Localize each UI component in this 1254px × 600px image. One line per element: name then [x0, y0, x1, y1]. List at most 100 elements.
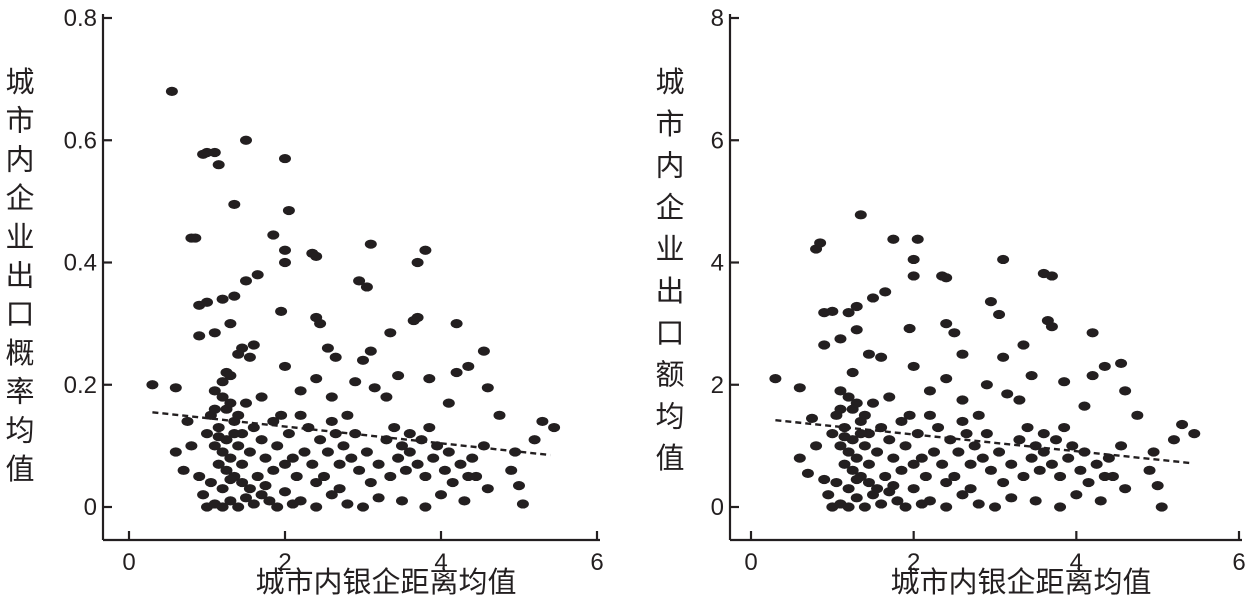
scatter-point [1017, 340, 1030, 350]
scatter-point [279, 487, 291, 497]
scatter-point [392, 370, 405, 381]
scatter-point [380, 392, 393, 402]
scatter-point [212, 422, 225, 433]
scatter-point [960, 429, 973, 439]
scatter-point [1155, 502, 1168, 512]
right-scatter-panel: 0 2 4 6 8 0 2 4 6 城市内银企距离均值 城市内企业出口额均值 [655, 5, 1245, 599]
scatter-point [862, 459, 875, 469]
scatter-point [396, 441, 408, 451]
scatter-point [1066, 441, 1079, 451]
scatter-point [915, 453, 928, 463]
scatter-point [895, 465, 908, 475]
scatter-point [321, 447, 334, 457]
scatter-point [263, 496, 276, 506]
scatter-point [193, 331, 206, 341]
scatter-point [1074, 465, 1087, 475]
scatter-point [403, 429, 416, 439]
scatter-point [201, 297, 213, 307]
scatter-point [940, 374, 953, 384]
x-tick-label: 6 [1232, 549, 1245, 576]
scatter-point [372, 459, 385, 469]
trend-line [152, 411, 551, 457]
scatter-point [419, 245, 432, 255]
scatter-point [903, 410, 916, 420]
scatter-point [895, 416, 908, 427]
scatter-point [286, 453, 299, 463]
y-tick-label: 0.2 [64, 372, 97, 399]
scatter-point [279, 361, 291, 372]
scatter-point [411, 257, 424, 268]
y-tick-label: 0.6 [64, 127, 97, 154]
x-tick-label: 0 [122, 549, 135, 576]
x-axis-title: 城市内银企距离均值 [255, 565, 516, 599]
scatter-point [891, 496, 904, 506]
scatter-point [1050, 435, 1062, 445]
y-tick-label: 6 [711, 127, 724, 154]
scatter-point [1013, 395, 1026, 405]
scatter-point [1058, 422, 1071, 433]
scatter-point [842, 502, 855, 512]
scatter-point [948, 328, 961, 338]
scatter-point [228, 199, 241, 210]
scatter-point [216, 502, 229, 512]
scatter-point [936, 459, 949, 469]
scatter-point [879, 471, 892, 482]
x-tick-label: 4 [434, 549, 447, 576]
scatter-point [228, 429, 241, 439]
scatter-point [282, 205, 295, 216]
scatter-point [193, 471, 206, 482]
scatter-point [325, 490, 338, 500]
scatter-point [357, 502, 369, 512]
scatter-point [224, 496, 237, 506]
scatter-point [364, 239, 377, 249]
scatter-point [216, 447, 229, 457]
scatter-point [243, 484, 256, 494]
scatter-point [169, 447, 182, 457]
left-scatter-panel: 0 0.2 0.4 0.6 0.8 0 2 4 6 城市内银企距离均值 城市内企业出口概率均值 [5, 5, 603, 599]
scatter-point [1013, 435, 1026, 445]
scatter-point [850, 301, 863, 312]
x-tick-label: 0 [744, 549, 757, 576]
scatter-point [388, 422, 401, 433]
scatter-point [871, 447, 884, 457]
scatter-point [528, 435, 541, 445]
scatter-point [341, 410, 354, 420]
scatter-point [834, 334, 847, 344]
scatter-point [1143, 465, 1156, 475]
scatter-point [259, 453, 272, 463]
scatter-point [956, 416, 969, 427]
scatter-point [481, 383, 494, 393]
scatter-point [224, 319, 237, 329]
scatter-point [212, 459, 225, 469]
scatter-point [169, 383, 182, 393]
scatter-point [399, 465, 412, 475]
scatter-point [232, 441, 245, 451]
scatter-point [879, 287, 892, 297]
scatter-point [267, 465, 280, 475]
y-tick-label: 0 [711, 494, 724, 521]
scatter-point [814, 238, 827, 248]
scatter-point [850, 453, 863, 463]
scatter-point [984, 297, 997, 307]
scatter-point [415, 435, 428, 445]
scatter-point [887, 481, 900, 491]
scatter-point [899, 441, 912, 451]
scatter-point [310, 477, 323, 488]
scatter-point [275, 410, 288, 420]
scatter-point [255, 435, 268, 445]
scatter-point [899, 502, 912, 512]
scatter-point [493, 410, 506, 420]
scatter-point [306, 459, 319, 469]
scatter-point [875, 352, 888, 362]
scatter-point [216, 392, 229, 402]
scatter-point [875, 499, 888, 509]
scatter-point [240, 493, 252, 503]
scatter-point [438, 465, 451, 475]
x-axis-title: 城市内银企距离均值 [890, 565, 1151, 599]
scatter-point [793, 383, 806, 393]
scatter-point [349, 377, 362, 387]
scatter-point [940, 502, 953, 512]
scatter-point [224, 370, 237, 381]
scatter-point [964, 459, 977, 469]
scatter-point [919, 471, 932, 482]
